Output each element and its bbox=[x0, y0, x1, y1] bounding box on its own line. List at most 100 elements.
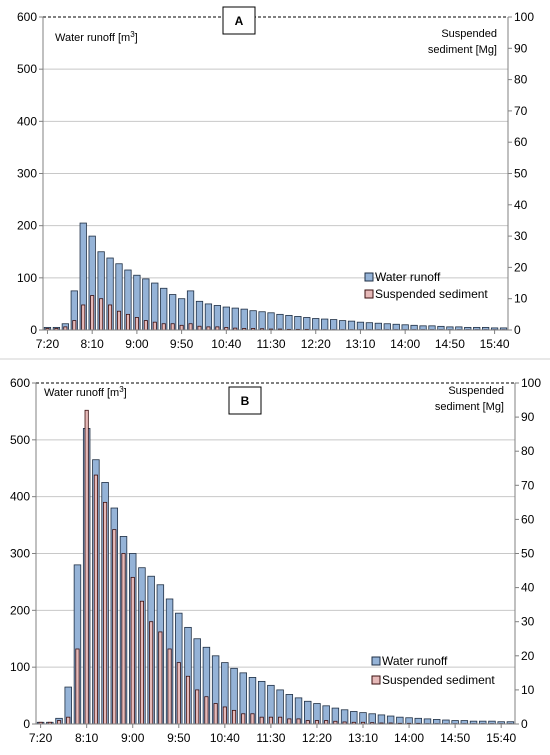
bar-suspended-sediment bbox=[305, 720, 310, 725]
panel-label: B bbox=[241, 394, 250, 408]
legend-swatch-water-runoff bbox=[364, 272, 374, 282]
bar-suspended-sediment bbox=[134, 317, 139, 331]
left-tick-label: 0 bbox=[23, 717, 30, 731]
right-tick-label: 30 bbox=[521, 615, 535, 629]
bar-suspended-sediment bbox=[250, 713, 255, 725]
bar-suspended-sediment bbox=[314, 720, 320, 725]
bar-water-runoff bbox=[195, 300, 204, 331]
bar-water-runoff bbox=[303, 317, 311, 331]
bar-suspended-sediment bbox=[99, 298, 104, 331]
axes bbox=[39, 16, 512, 334]
bar-suspended-sediment bbox=[72, 320, 77, 331]
bar-water-runoff bbox=[374, 322, 382, 331]
right-tick-label: 10 bbox=[514, 292, 528, 306]
bar-suspended-sediment bbox=[259, 716, 264, 725]
x-tick-label: 11:30 bbox=[256, 337, 285, 351]
bar-suspended-sediment bbox=[231, 709, 237, 725]
bar-water-runoff bbox=[204, 303, 213, 331]
right-tick-label: 30 bbox=[514, 229, 528, 243]
bar-suspended-sediment bbox=[179, 324, 184, 331]
bar-suspended-sediment bbox=[197, 325, 202, 331]
bar-water-runoff bbox=[312, 318, 320, 331]
legend-swatch-water-runoff bbox=[371, 656, 381, 666]
left-tick-label: 100 bbox=[17, 271, 37, 285]
left-tick-label: 400 bbox=[10, 490, 30, 504]
bar-suspended-sediment bbox=[125, 313, 130, 331]
bar-water-runoff bbox=[392, 323, 400, 331]
bar-suspended-sediment bbox=[161, 323, 166, 331]
bar-suspended-sediment bbox=[56, 720, 62, 725]
x-tick-label: 9:00 bbox=[125, 337, 149, 351]
bar-water-runoff bbox=[213, 305, 222, 331]
legend-label-suspended-sediment: Suspended sediment bbox=[382, 673, 495, 687]
right-tick-label: 70 bbox=[521, 478, 535, 492]
x-tick-label: 11:30 bbox=[256, 731, 285, 745]
bar-suspended-sediment bbox=[278, 716, 283, 725]
bar-water-runoff bbox=[267, 312, 275, 331]
left-tick-label: 200 bbox=[10, 603, 30, 617]
legend-label-water-runoff: Water runoff bbox=[375, 270, 441, 284]
bar-suspended-sediment bbox=[176, 662, 181, 725]
x-tick-label: 14:50 bbox=[440, 731, 470, 745]
bar-suspended-sediment bbox=[117, 310, 122, 331]
bar-suspended-sediment bbox=[75, 648, 80, 725]
bar-suspended-sediment bbox=[296, 718, 301, 725]
bar-water-runoff bbox=[383, 323, 391, 331]
chart-panel-b: 0 100 200 300 400 500 600 0 10 20 30 40 50 60 70 80 90 10… bbox=[10, 376, 541, 745]
right-tick-label: 50 bbox=[514, 167, 528, 181]
left-tick-label: 600 bbox=[17, 10, 37, 24]
bar-water-runoff bbox=[365, 322, 374, 331]
x-tick-label: 9:50 bbox=[167, 731, 191, 745]
right-tick-label: 60 bbox=[514, 135, 528, 149]
x-tick-label: 15:40 bbox=[480, 337, 510, 351]
x-tick-label: 7:20 bbox=[36, 337, 60, 351]
x-tick-label: 7:20 bbox=[29, 731, 53, 745]
x-tick-label: 10:40 bbox=[210, 731, 240, 745]
legend-swatch-suspended-sediment bbox=[371, 675, 381, 685]
bar-suspended-sediment bbox=[170, 323, 175, 331]
bar-suspended-sediment bbox=[84, 409, 89, 725]
left-tick-label: 500 bbox=[17, 62, 37, 76]
bar-water-runoff bbox=[258, 311, 266, 331]
left-tick-label: 100 bbox=[10, 660, 30, 674]
right-axis-label-line1: Suspended bbox=[441, 28, 497, 40]
right-axis-label-line2: sediment [Mg] bbox=[428, 44, 497, 56]
left-tick-label: 500 bbox=[10, 433, 30, 447]
right-axis-label-line1: Suspended bbox=[448, 385, 504, 397]
bar-water-runoff bbox=[401, 324, 409, 331]
x-tick-label: 12:20 bbox=[301, 337, 331, 351]
bar-water-runoff bbox=[285, 314, 293, 331]
svg-text:Water runoff [m3]: Water runoff [m3] bbox=[55, 30, 138, 44]
axes bbox=[32, 382, 519, 728]
right-tick-label: 70 bbox=[514, 104, 528, 118]
right-tick-label: 100 bbox=[514, 10, 534, 24]
bar-suspended-sediment bbox=[143, 320, 148, 331]
svg-text:Water runoff [m3]: Water runoff [m3] bbox=[44, 385, 127, 399]
bar-water-runoff bbox=[231, 307, 239, 331]
bar-water-runoff bbox=[338, 320, 347, 331]
left-tick-label: 600 bbox=[10, 376, 30, 390]
x-tick-label: 12:20 bbox=[302, 731, 332, 745]
x-tick-label: 9:50 bbox=[170, 337, 194, 351]
chart-panel-a: 0 100 200 300 400 500 600 0 10 20 30 40 50 60 70 80 90 10… bbox=[17, 6, 534, 351]
x-tick-label: 13:10 bbox=[348, 731, 378, 745]
right-tick-label: 60 bbox=[521, 512, 535, 526]
x-tick-label: 9:00 bbox=[121, 731, 145, 745]
bar-suspended-sediment bbox=[241, 713, 246, 725]
left-axis-label: Water runoff [m3] bbox=[55, 30, 138, 44]
right-axis-label-line2: sediment [Mg] bbox=[435, 401, 504, 413]
bar-water-runoff bbox=[294, 316, 302, 331]
x-tick-label: 14:00 bbox=[394, 731, 424, 745]
right-tick-label: 80 bbox=[514, 73, 528, 87]
bar-water-runoff bbox=[276, 313, 284, 331]
right-tick-label: 90 bbox=[514, 41, 528, 55]
x-tick-label: 14:50 bbox=[435, 337, 465, 351]
right-tick-label: 10 bbox=[521, 683, 535, 697]
bar-suspended-sediment bbox=[213, 703, 218, 725]
legend-label-water-runoff: Water runoff bbox=[382, 654, 448, 668]
bars bbox=[36, 409, 515, 725]
right-tick-label: 40 bbox=[514, 198, 528, 212]
panel-label: A bbox=[235, 14, 244, 28]
bars bbox=[43, 222, 508, 331]
